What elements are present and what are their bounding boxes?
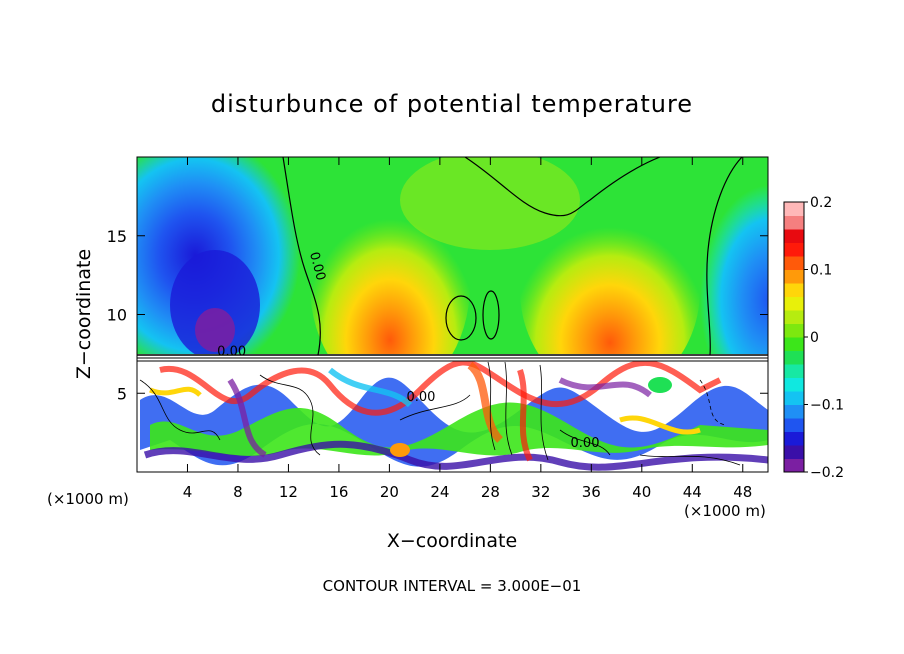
x-axis-label: X−coordinate	[387, 530, 517, 552]
colorbar-swatch	[784, 445, 804, 459]
colorbar-ticks: 0.2 0.1 0 −0.1 −0.2	[804, 195, 844, 481]
x-tick-label: 24	[430, 483, 449, 501]
contour-label: 0.00	[306, 250, 328, 282]
colorbar-swatch	[784, 296, 804, 311]
colorbar-swatch	[784, 256, 804, 270]
colorbar-swatch	[784, 391, 804, 405]
colorbar-swatch	[784, 404, 804, 419]
contour-label: 0.00	[406, 390, 435, 405]
y-tick-label: 5	[117, 384, 127, 403]
x-tick-label: 4	[183, 483, 193, 501]
colorbar-tick-label: −0.2	[810, 465, 844, 481]
colorbar-frame	[783, 201, 805, 473]
colorbar-tick-label: −0.1	[810, 398, 844, 414]
x-tick-label: 16	[329, 483, 348, 501]
colorbar-swatch	[784, 283, 804, 297]
y-tick-label: 15	[107, 227, 127, 246]
x-tick-label: 28	[481, 483, 500, 501]
colorbar-swatch	[784, 215, 804, 230]
contour-interval-text: CONTOUR INTERVAL = 3.000E−01	[323, 577, 582, 595]
colorbar-swatch	[784, 418, 804, 432]
colorbar-swatch	[784, 323, 804, 338]
colorbar-swatch	[784, 364, 804, 378]
contour-label: 0.00	[571, 436, 600, 451]
x-tick-label: 12	[279, 483, 298, 501]
x-tick-label: 44	[683, 483, 702, 501]
contour-label: 0.00	[217, 344, 246, 359]
colorbar-tick-label: 0.2	[810, 195, 832, 211]
colorbar	[784, 202, 804, 473]
heatmap-field	[137, 157, 768, 472]
y-axis-label: Z−coordinate	[73, 249, 95, 379]
x-tick-label: 36	[582, 483, 601, 501]
x-unit-right: (×1000 m)	[684, 502, 766, 520]
colorbar-tick-label: 0.1	[810, 263, 832, 279]
colorbar-swatch	[784, 431, 804, 446]
colorbar-swatch	[784, 458, 804, 473]
x-axis-ticks: 4 8 12 16 20 24 28 32 36 40 44 48	[183, 157, 752, 501]
colorbar-swatch	[784, 229, 804, 243]
colorbar-swatch	[784, 242, 804, 257]
colorbar-swatch	[784, 337, 804, 351]
x-unit-left: (×1000 m)	[47, 490, 129, 508]
x-tick-label: 20	[380, 483, 399, 501]
x-tick-label: 40	[632, 483, 651, 501]
x-tick-label: 8	[233, 483, 243, 501]
colorbar-swatch	[784, 310, 804, 324]
x-tick-label: 32	[531, 483, 550, 501]
colorbar-swatch	[784, 269, 804, 284]
contour-labels: 0.00 0.00 0.00 0.00	[217, 250, 599, 450]
colorbar-swatch	[784, 202, 804, 216]
colorbar-swatch	[784, 377, 804, 392]
chart-title: disturbunce of potential temperature	[211, 90, 693, 118]
y-axis-ticks: 5 10 15	[107, 227, 768, 403]
colorbar-swatch	[784, 350, 804, 365]
x-tick-label: 48	[733, 483, 752, 501]
colorbar-tick-label: 0	[810, 330, 819, 346]
y-tick-label: 10	[107, 306, 127, 325]
